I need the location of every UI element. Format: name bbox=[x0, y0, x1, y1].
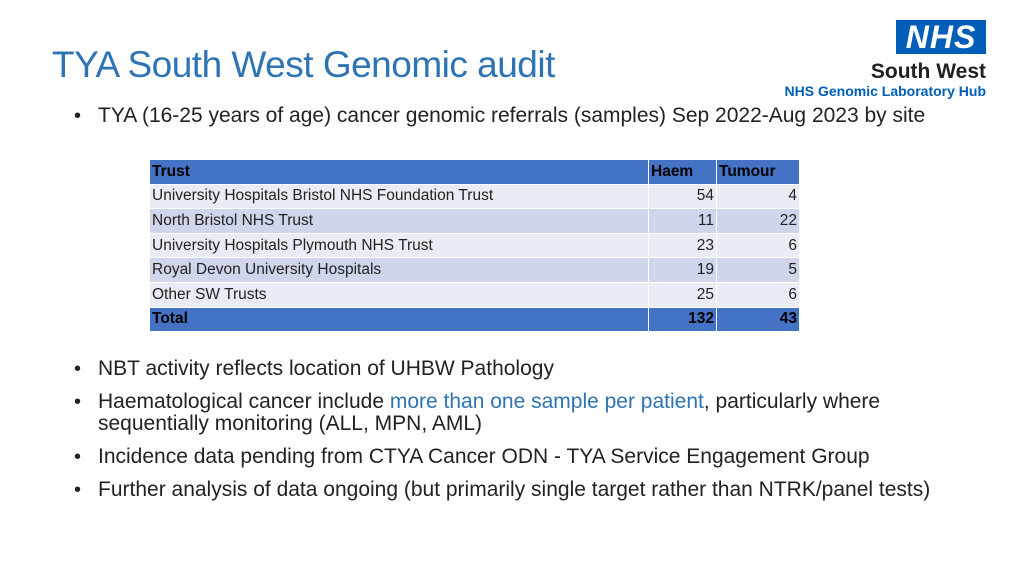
cell-tumour: 5 bbox=[716, 257, 800, 283]
table-row: University Hospitals Bristol NHS Foundat… bbox=[149, 183, 800, 210]
note-text: , particularly where sequentially monito… bbox=[98, 390, 881, 435]
note-bullet: Haematological cancer include more than … bbox=[70, 391, 970, 435]
logo-region-name: South West bbox=[870, 60, 986, 83]
note-bullet: NBT activity reflects location of UHBW P… bbox=[70, 358, 970, 381]
note-text: Haematological cancer include bbox=[98, 390, 390, 413]
note-bullet: Further analysis of data ongoing (but pr… bbox=[70, 479, 970, 502]
total-haem: 132 bbox=[648, 306, 717, 333]
header-tumour: Tumour bbox=[716, 159, 800, 185]
table-header-row: Trust Haem Tumour bbox=[149, 159, 800, 185]
cell-tumour: 6 bbox=[716, 232, 800, 259]
intro-bullet-list: TYA (16-25 years of age) cancer genomic … bbox=[70, 105, 930, 138]
cell-trust: North Bristol NHS Trust bbox=[149, 208, 649, 234]
cell-haem: 23 bbox=[648, 232, 717, 259]
referrals-table: Trust Haem Tumour University Hospitals B… bbox=[149, 159, 800, 333]
header-trust: Trust bbox=[149, 159, 649, 185]
table-row: Royal Devon University Hospitals 19 5 bbox=[149, 257, 800, 283]
table-total-row: Total 132 43 bbox=[149, 306, 800, 333]
cell-tumour: 22 bbox=[716, 208, 800, 234]
cell-trust: University Hospitals Bristol NHS Foundat… bbox=[149, 183, 649, 210]
cell-trust: Other SW Trusts bbox=[149, 281, 649, 308]
notes-bullet-list: NBT activity reflects location of UHBW P… bbox=[70, 358, 970, 512]
note-highlight: more than one sample per patient bbox=[389, 390, 704, 413]
cell-trust: University Hospitals Plymouth NHS Trust bbox=[149, 232, 649, 259]
nhs-south-west-logo: NHS South West NHS Genomic Laboratory Hu… bbox=[756, 16, 992, 102]
cell-trust: Royal Devon University Hospitals bbox=[149, 257, 649, 283]
cell-haem: 25 bbox=[648, 281, 717, 308]
logo-hub-name: NHS Genomic Laboratory Hub bbox=[784, 83, 986, 99]
nhs-logo-badge: NHS bbox=[896, 20, 986, 54]
slide-title: TYA South West Genomic audit bbox=[52, 44, 555, 85]
header-haem: Haem bbox=[648, 159, 717, 185]
total-tumour: 43 bbox=[716, 306, 800, 333]
table-row: University Hospitals Plymouth NHS Trust … bbox=[149, 232, 800, 259]
note-bullet: Incidence data pending from CTYA Cancer … bbox=[70, 446, 970, 469]
table-row: Other SW Trusts 25 6 bbox=[149, 281, 800, 308]
cell-tumour: 6 bbox=[716, 281, 800, 308]
total-label: Total bbox=[149, 306, 649, 333]
cell-haem: 19 bbox=[648, 257, 717, 283]
table-row: North Bristol NHS Trust 11 22 bbox=[149, 208, 800, 234]
intro-bullet: TYA (16-25 years of age) cancer genomic … bbox=[70, 105, 930, 128]
cell-haem: 11 bbox=[648, 208, 717, 234]
cell-haem: 54 bbox=[648, 183, 717, 210]
cell-tumour: 4 bbox=[716, 183, 800, 210]
